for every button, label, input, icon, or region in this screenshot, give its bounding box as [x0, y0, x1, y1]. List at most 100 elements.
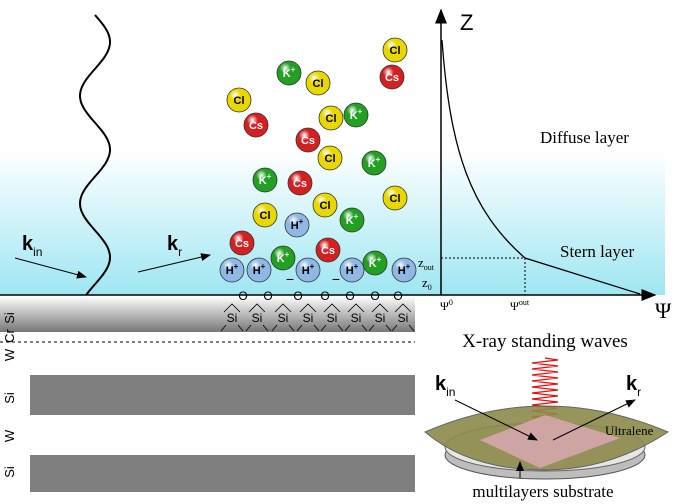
oxygen: O	[370, 289, 379, 303]
oxygen: O	[320, 289, 329, 303]
layer-label: W	[2, 348, 17, 361]
sub: out	[424, 263, 435, 272]
ion-symbol: Cl	[313, 78, 324, 90]
layer-label: Cr	[2, 328, 17, 342]
layer-label: W	[2, 429, 17, 442]
ion-symbol: K	[283, 68, 291, 80]
ion-symbol: Cl	[325, 153, 336, 165]
psi-0: Ψ0	[440, 298, 453, 313]
ion-label: Cl	[260, 210, 271, 222]
ion-label: Cl	[313, 78, 324, 90]
psi: Ψ	[440, 299, 449, 313]
ion-symbol: K	[369, 258, 377, 270]
ion-charge: +	[261, 262, 266, 271]
sub: r	[637, 385, 641, 399]
silicon: Si	[252, 311, 263, 325]
ion-charge: +	[310, 262, 315, 271]
stern-label: Stern layer	[560, 242, 634, 261]
ion-symbol: Cl	[390, 45, 401, 57]
psi: Ψ	[510, 299, 519, 313]
ion-label: Cs	[293, 178, 307, 190]
substrate-label: multilayers substrate	[472, 482, 613, 501]
sub: in	[33, 245, 42, 259]
silicon: Si	[398, 311, 409, 325]
ion-charge: +	[291, 65, 296, 74]
ion-label: Cs	[301, 135, 315, 147]
oxygen: O	[345, 289, 354, 303]
ion-symbol: K	[259, 175, 267, 187]
ion-charge: +	[377, 255, 382, 264]
ion-symbol: H	[302, 265, 310, 277]
ion-symbol: H	[398, 265, 406, 277]
ion-label: Cs	[249, 120, 263, 132]
ion-symbol: H	[346, 265, 354, 277]
silicon: Si	[227, 311, 238, 325]
ion-charge: +	[376, 155, 381, 164]
ion-label: Cl	[234, 95, 245, 107]
ion-symbol: Cl	[320, 200, 331, 212]
sup: 0	[449, 298, 453, 307]
ion-symbol: Cs	[301, 135, 315, 147]
ion-symbol: K	[277, 253, 285, 265]
silicon: Si	[375, 311, 386, 325]
ion-charge: +	[234, 262, 239, 271]
ion-charge: +	[285, 250, 290, 259]
ion-charge: +	[354, 262, 359, 271]
ion-symbol: Cl	[326, 113, 337, 125]
ion-symbol: Cl	[260, 210, 271, 222]
ion-symbol: K	[350, 110, 358, 122]
diagram: kin kr Z Ψ Diffuse layer Stern layer zou…	[0, 0, 678, 504]
oxygen: O	[263, 289, 272, 303]
diffuse-label: Diffuse layer	[540, 128, 629, 147]
charge: −	[286, 271, 294, 287]
ion-symbol: Cs	[235, 238, 249, 250]
inset-title: X-ray standing waves	[462, 331, 628, 352]
oxygen: O	[393, 289, 402, 303]
oxygen: O	[293, 289, 302, 303]
psi-label: Ψ	[655, 298, 672, 323]
si-layer	[30, 375, 415, 415]
layer-label: Si	[2, 466, 17, 478]
ion-label: Cl	[320, 200, 331, 212]
sub: 0	[428, 283, 432, 292]
ion-symbol: Cs	[293, 178, 307, 190]
inset-k-in: kin	[435, 373, 455, 399]
ion-symbol: H	[253, 265, 261, 277]
ion-label: Cl	[390, 193, 401, 205]
sup: out	[519, 298, 530, 307]
oxygen: O	[238, 289, 247, 303]
sub: in	[446, 385, 455, 399]
z-label: Z	[460, 10, 473, 35]
ion-charge: +	[299, 217, 304, 226]
silicon: Si	[303, 311, 314, 325]
charge: −	[332, 271, 340, 287]
silicon: Si	[351, 311, 362, 325]
si-layer	[30, 455, 415, 492]
layer-label: Si	[2, 392, 17, 404]
film-label: Ultralene	[605, 423, 654, 438]
silicon: Si	[327, 311, 338, 325]
ion-charge: +	[354, 212, 359, 221]
ion-charge: +	[267, 172, 272, 181]
psi-out: Ψout	[510, 298, 530, 313]
ion-symbol: K	[368, 158, 376, 170]
ion-label: Cs	[321, 245, 335, 257]
ion-label: Cl	[326, 113, 337, 125]
ion-label: Cs	[385, 72, 399, 84]
ion-symbol: Cs	[321, 245, 335, 257]
ion-charge: +	[406, 262, 411, 271]
sub: r	[178, 245, 182, 259]
ion-symbol: Cl	[234, 95, 245, 107]
ion-label: Cl	[325, 153, 336, 165]
silicon: Si	[278, 311, 289, 325]
ion-symbol: H	[291, 220, 299, 232]
layer-label: Si	[2, 312, 17, 324]
ion-label: Cl	[390, 45, 401, 57]
ion-symbol: Cl	[390, 193, 401, 205]
ion-symbol: H	[226, 265, 234, 277]
ion-symbol: K	[346, 215, 354, 227]
ion-symbol: Cs	[249, 120, 263, 132]
ion-charge: +	[358, 107, 363, 116]
ion-symbol: Cs	[385, 72, 399, 84]
ion-label: Cs	[235, 238, 249, 250]
